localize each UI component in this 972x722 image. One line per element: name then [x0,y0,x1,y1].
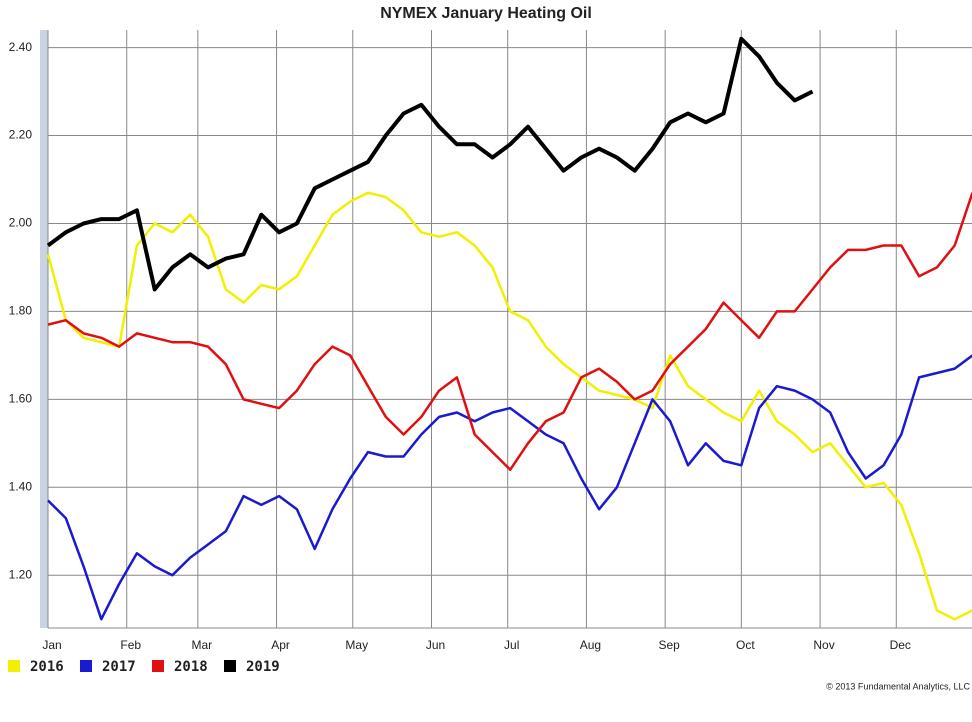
y-tick-label: 1.20 [9,567,33,581]
chart-title: NYMEX January Heating Oil [380,5,592,22]
x-tick-label: Jun [426,638,445,652]
legend-label: 2017 [102,659,136,675]
y-tick-label: 1.80 [9,304,33,318]
x-tick-label: Apr [271,638,290,652]
x-tick-label: Feb [120,638,141,652]
y-tick-label: 2.00 [9,216,33,230]
x-tick-label: Dec [890,638,911,652]
legend-swatch [80,660,92,672]
legend-label: 2019 [246,659,280,675]
x-tick-label: Aug [580,638,601,652]
series-line [47,192,972,471]
legend-label: 2016 [30,659,64,675]
x-tick-label: Jan [42,638,61,652]
legend-swatch [224,660,236,672]
y-tick-label: 2.20 [9,128,33,142]
axis-band [40,30,48,628]
y-tick-label: 2.40 [9,40,33,54]
series-line [47,354,972,621]
y-tick-label: 1.40 [9,479,33,493]
series-line [46,191,972,621]
x-tick-label: Mar [192,638,213,652]
x-tick-label: Jul [504,638,519,652]
credit: © 2013 Fundamental Analytics, LLC [826,681,970,691]
y-tick-label: 1.60 [9,392,33,406]
series-line [46,36,814,292]
x-tick-label: Oct [736,638,755,652]
legend-label: 2018 [174,659,208,675]
legend-swatch [8,660,20,672]
x-tick-label: Nov [813,638,834,652]
x-tick-label: May [345,638,368,652]
legend-swatch [152,660,164,672]
x-tick-label: Sep [658,638,680,652]
